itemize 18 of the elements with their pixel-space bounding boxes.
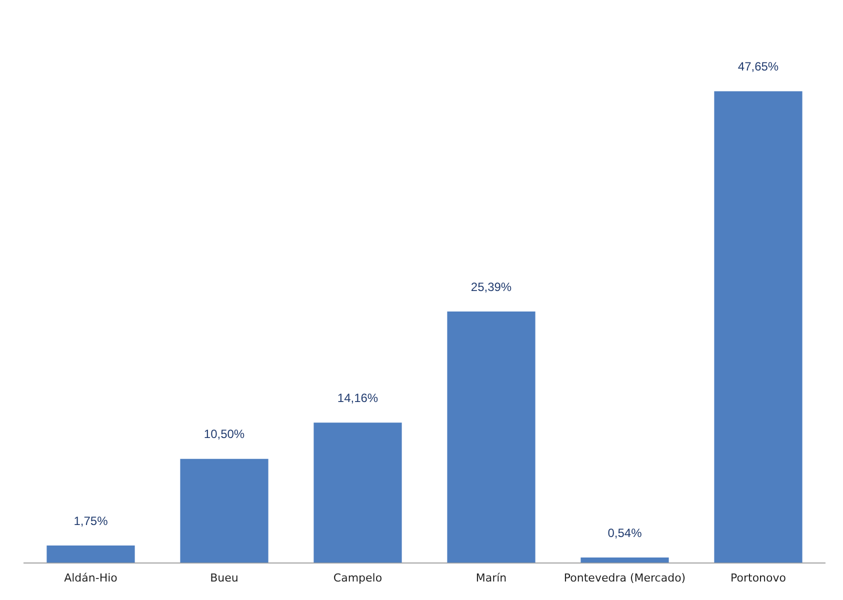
x-tick-label: Pontevedra (Mercado) bbox=[564, 571, 686, 584]
data-label: 10,50% bbox=[204, 427, 245, 442]
bar bbox=[447, 312, 536, 563]
x-tick-label: Aldán-Hio bbox=[64, 571, 118, 584]
bar bbox=[314, 422, 402, 563]
x-tick-label: Marín bbox=[476, 571, 507, 584]
data-label: 1,75% bbox=[74, 514, 108, 528]
x-tick-label: Bueu bbox=[210, 571, 238, 584]
bar bbox=[580, 557, 669, 563]
bar bbox=[46, 545, 135, 563]
x-tick-label: Campelo bbox=[333, 571, 382, 584]
data-label: 0,54% bbox=[608, 526, 642, 540]
data-label: 47,65% bbox=[738, 60, 779, 74]
data-label: 14,16% bbox=[337, 390, 378, 405]
bar bbox=[714, 91, 802, 563]
x-tick-label: Portonovo bbox=[730, 571, 786, 584]
data-label: 25,39% bbox=[470, 280, 512, 294]
bar bbox=[180, 458, 268, 563]
